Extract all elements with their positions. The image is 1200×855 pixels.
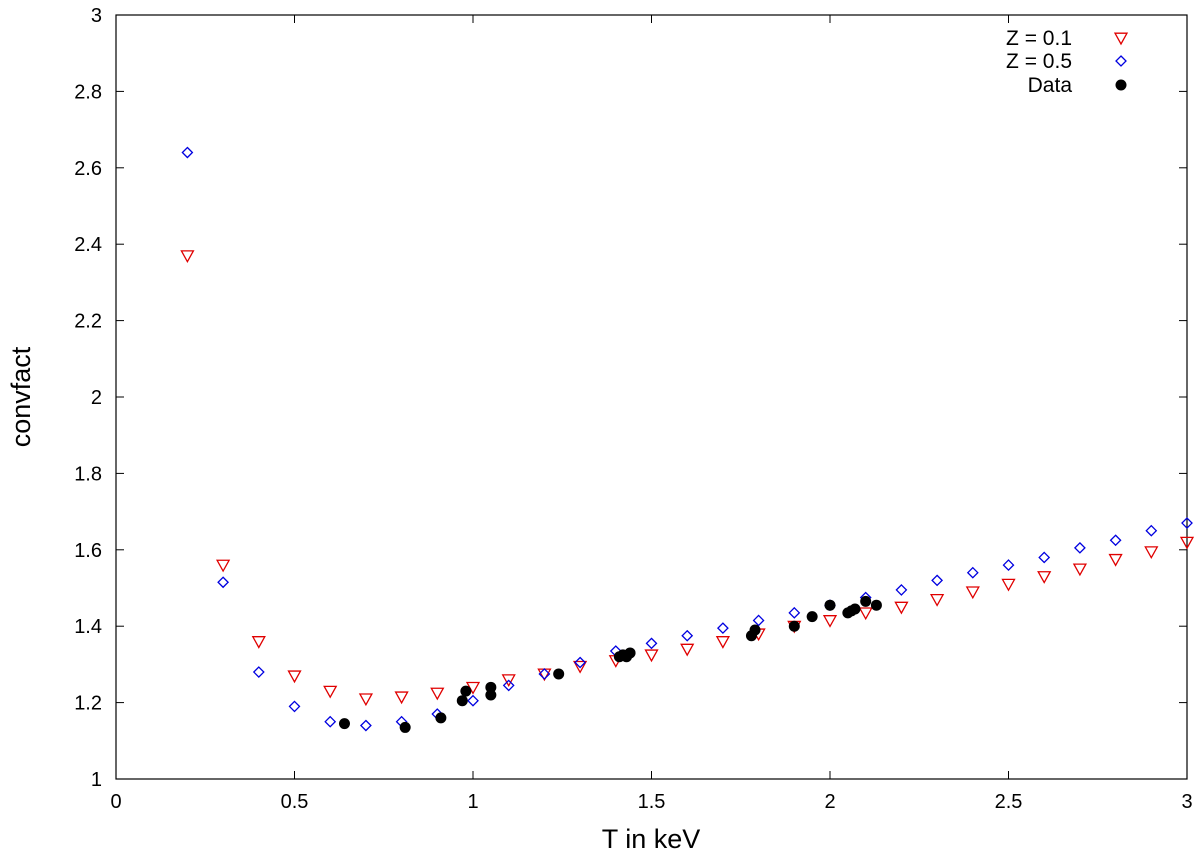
data-point	[467, 694, 479, 707]
legend-marker-0	[1113, 32, 1129, 46]
y-tick-label: 1	[91, 769, 102, 791]
legend-marker-2	[1115, 79, 1127, 91]
data-point	[716, 622, 729, 635]
data-point	[749, 624, 761, 636]
x-tick-label: 2.5	[995, 791, 1023, 813]
data-point	[287, 670, 302, 684]
data-point	[1073, 541, 1086, 554]
data-point	[645, 637, 658, 650]
legend-label-z05: Z = 0.5	[1006, 50, 1072, 73]
data-point	[1179, 536, 1195, 550]
data-point	[394, 691, 409, 705]
x-tick-label: 3	[1181, 791, 1192, 813]
data-point	[788, 606, 801, 619]
data-point	[181, 146, 194, 159]
series-2	[338, 595, 882, 733]
data-point	[359, 719, 372, 732]
x-axis-label: T in keV	[602, 824, 701, 854]
data-point	[574, 656, 587, 669]
data-point	[644, 649, 659, 663]
data-point	[681, 629, 694, 642]
y-tick-label: 2.8	[74, 81, 102, 103]
series-0	[180, 250, 1195, 707]
data-point	[965, 586, 980, 600]
y-tick-label: 3	[91, 5, 102, 27]
data-point	[572, 660, 588, 674]
data-point	[485, 689, 497, 701]
data-point	[858, 607, 873, 621]
data-point	[822, 615, 838, 628]
data-point	[251, 636, 266, 649]
data-point	[680, 643, 695, 657]
data-point	[1037, 571, 1052, 584]
data-points	[180, 146, 1195, 733]
data-point	[1108, 553, 1123, 567]
data-point	[624, 647, 636, 659]
y-axis-label: convfact	[6, 346, 36, 447]
data-point	[358, 693, 374, 707]
data-point	[870, 599, 882, 611]
data-point	[894, 601, 909, 615]
y-tick-label: 1.4	[74, 616, 102, 638]
y-tick-label: 1.6	[74, 540, 102, 562]
data-point	[288, 700, 301, 713]
data-point	[323, 685, 338, 699]
y-tick-label: 2	[91, 387, 102, 409]
data-point	[252, 666, 265, 678]
x-tick-label: 1	[467, 791, 478, 813]
y-tick-label: 2.6	[74, 158, 102, 180]
data-point	[502, 679, 515, 692]
data-point	[460, 685, 472, 697]
x-axis-ticks: 0 0.5 1 1.5 2 2.5 3	[110, 15, 1193, 813]
data-point	[715, 636, 731, 649]
data-point	[399, 721, 411, 733]
data-point	[849, 603, 861, 615]
data-point	[435, 712, 447, 724]
data-point	[485, 681, 497, 693]
data-point	[456, 695, 468, 707]
y-tick-label: 1.8	[74, 463, 102, 485]
legend-marker-1	[1115, 55, 1127, 67]
data-point	[806, 611, 818, 623]
data-point	[929, 594, 945, 607]
data-point	[752, 614, 765, 627]
data-point	[430, 687, 445, 701]
data-point	[1144, 546, 1159, 560]
data-point	[1002, 559, 1015, 571]
plot-frame	[115, 14, 1188, 780]
y-tick-label: 1.2	[74, 693, 102, 715]
data-point	[217, 576, 230, 589]
x-tick-label: 0.5	[281, 791, 309, 813]
x-tick-label: 2	[824, 791, 835, 813]
x-tick-label: 1.5	[638, 791, 666, 813]
series-1	[181, 146, 1193, 732]
data-point	[1181, 517, 1193, 529]
data-point	[1001, 578, 1016, 592]
y-tick-label: 2.2	[74, 311, 102, 333]
y-tick-label: 2.4	[74, 234, 102, 256]
data-point	[501, 674, 516, 688]
data-point	[1072, 563, 1088, 577]
legend-label-z01: Z = 0.1	[1006, 27, 1072, 50]
data-point	[324, 715, 337, 728]
data-point	[215, 559, 231, 573]
legend: Z = 0.1 Z = 0.5 Data	[1006, 27, 1129, 97]
data-point	[553, 668, 565, 680]
legend-label-data: Data	[1028, 74, 1073, 97]
data-point	[860, 595, 872, 607]
data-point	[895, 583, 908, 596]
data-point	[1109, 534, 1122, 547]
data-point	[180, 250, 195, 263]
y-axis-ticks: 1 1.2 1.4 1.6 1.8 2 2.2 2.4 2.6 2.8 3	[74, 5, 1187, 791]
data-point	[1038, 551, 1051, 564]
data-point	[788, 620, 800, 632]
data-point	[538, 668, 551, 680]
x-tick-label: 0	[110, 791, 121, 813]
data-point	[931, 574, 944, 587]
data-point	[966, 566, 979, 579]
data-point	[824, 599, 836, 611]
data-point	[338, 718, 350, 730]
data-point	[1145, 524, 1158, 537]
